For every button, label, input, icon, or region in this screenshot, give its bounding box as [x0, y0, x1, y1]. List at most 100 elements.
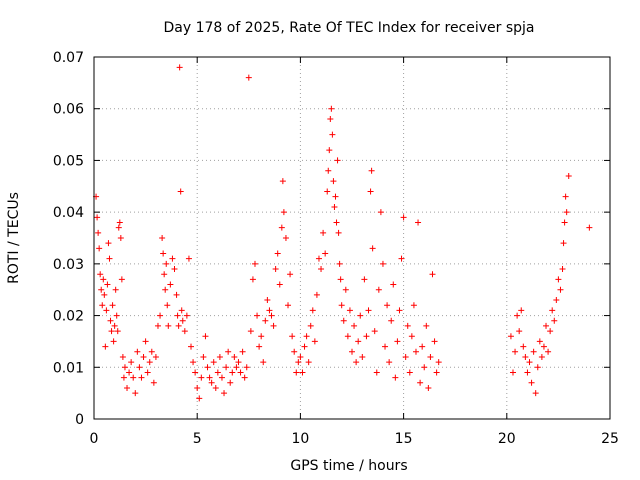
- y-tick-label: 0.01: [53, 360, 84, 376]
- data-point: [190, 359, 197, 366]
- data-point: [136, 364, 143, 371]
- data-point: [520, 343, 527, 350]
- data-point: [260, 359, 267, 366]
- data-point: [394, 338, 401, 345]
- data-point: [305, 359, 312, 366]
- data-point: [249, 276, 256, 283]
- data-point: [210, 359, 217, 366]
- data-point: [196, 395, 203, 402]
- data-point: [174, 312, 181, 319]
- data-point: [116, 219, 123, 226]
- data-point: [324, 188, 331, 195]
- data-point: [540, 343, 547, 350]
- data-point: [146, 359, 153, 366]
- data-point: [545, 348, 552, 355]
- data-point: [112, 286, 119, 293]
- data-point: [256, 343, 263, 350]
- data-point: [157, 312, 164, 319]
- data-point: [551, 317, 558, 324]
- data-point: [536, 338, 543, 345]
- data-point: [331, 203, 338, 210]
- data-point: [121, 364, 128, 371]
- x-tick-label: 10: [291, 431, 309, 447]
- data-point: [326, 147, 333, 154]
- data-point: [524, 369, 531, 376]
- data-point: [417, 379, 424, 386]
- data-point: [361, 276, 368, 283]
- plot-frame: [93, 56, 611, 420]
- data-point: [167, 281, 174, 288]
- data-point: [293, 369, 300, 376]
- data-point: [518, 307, 525, 314]
- data-point: [408, 333, 415, 340]
- data-point: [338, 302, 345, 309]
- data-point: [278, 224, 285, 231]
- data-point: [235, 359, 242, 366]
- data-point: [165, 322, 172, 329]
- data-point: [102, 343, 109, 350]
- data-point: [297, 353, 304, 360]
- data-point: [404, 322, 411, 329]
- data-point: [309, 307, 316, 314]
- data-point: [560, 240, 567, 247]
- x-axis-ticks: 0 5 10 15 20 25: [90, 57, 619, 447]
- data-point: [241, 374, 248, 381]
- data-point: [104, 281, 111, 288]
- data-point: [516, 328, 523, 335]
- data-point: [181, 328, 188, 335]
- data-point: [334, 157, 341, 164]
- data-point: [369, 245, 376, 252]
- data-point: [185, 255, 192, 262]
- data-point: [346, 307, 353, 314]
- data-point: [194, 384, 201, 391]
- data-point: [530, 348, 537, 355]
- data-point: [382, 343, 389, 350]
- x-tick-label: 5: [193, 431, 202, 447]
- data-point: [254, 312, 261, 319]
- data-point: [223, 364, 230, 371]
- data-point: [204, 364, 211, 371]
- data-point: [335, 229, 342, 236]
- data-point: [164, 302, 171, 309]
- data-point: [200, 353, 207, 360]
- data-point: [375, 286, 382, 293]
- data-point: [132, 390, 139, 397]
- data-point: [586, 224, 593, 231]
- y-tick-label: 0.02: [53, 309, 84, 325]
- data-point: [237, 369, 244, 376]
- data-point: [221, 390, 228, 397]
- data-point: [379, 260, 386, 267]
- data-point: [435, 359, 442, 366]
- data-point: [97, 271, 104, 278]
- data-point: [214, 369, 221, 376]
- data-point: [113, 312, 120, 319]
- data-point: [285, 302, 292, 309]
- data-point: [412, 348, 419, 355]
- data-point: [264, 297, 271, 304]
- data-point: [142, 338, 149, 345]
- data-point: [431, 338, 438, 345]
- data-point: [161, 271, 168, 278]
- data-point: [251, 260, 258, 267]
- data-point: [120, 374, 127, 381]
- data-point: [522, 353, 529, 360]
- data-point: [160, 250, 167, 257]
- data-point: [115, 224, 122, 231]
- data-point: [117, 235, 124, 241]
- data-point: [140, 353, 147, 360]
- data-point: [311, 338, 318, 345]
- data-point: [377, 209, 384, 216]
- x-tick-label: 0: [90, 431, 99, 447]
- data-point: [218, 374, 225, 381]
- data-point: [507, 333, 514, 340]
- data-point: [357, 312, 364, 319]
- data-point: [231, 353, 238, 360]
- data-point: [176, 64, 183, 71]
- data-point: [359, 353, 366, 360]
- data-point: [543, 322, 550, 329]
- data-point: [433, 369, 440, 376]
- data-point: [526, 359, 533, 366]
- data-point: [262, 317, 269, 324]
- data-point: [509, 369, 516, 376]
